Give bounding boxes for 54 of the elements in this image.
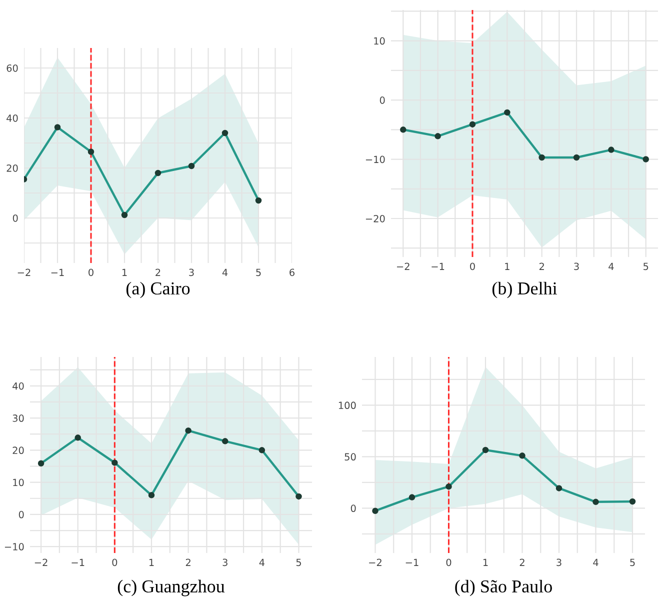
text: (b) Delhi — [492, 282, 557, 298]
x-tick-label: 2 — [156, 268, 160, 276]
x-tick-label: 1 — [483, 558, 488, 566]
x-tick-label: 4 — [222, 268, 228, 276]
x-tick-label: 6 — [290, 268, 294, 276]
text: (d) São Paulo — [455, 580, 552, 596]
x-tick-label: −2 — [397, 262, 410, 270]
x-tick-label: −1 — [432, 262, 444, 270]
y-tick-label: 20 — [6, 164, 18, 172]
x-tick-label: 0 — [88, 268, 94, 276]
x-tick-label: 2 — [539, 262, 544, 270]
y-tick-label: 0 — [18, 510, 24, 518]
x-tick-label: 0 — [446, 558, 452, 566]
y-tick-label: 0 — [12, 214, 18, 222]
y-tick-label: 10 — [13, 478, 24, 486]
x-tick-label: −2 — [18, 268, 30, 276]
y-tick-label: −20 — [366, 214, 385, 222]
y-tick-label: 40 — [6, 114, 18, 122]
x-tick-label: 5 — [644, 262, 648, 270]
y-tick-label: 0 — [380, 96, 385, 104]
y-tick-label: −10 — [4, 543, 24, 550]
x-tick-label: −2 — [34, 558, 48, 566]
x-tick-label: 3 — [222, 558, 228, 566]
x-tick-label: −1 — [72, 558, 84, 566]
y-tick-label: −10 — [366, 156, 385, 164]
y-tick-label: 100 — [338, 402, 356, 410]
x-tick-label: 1 — [149, 558, 154, 566]
x-tick-label: 2 — [520, 558, 524, 566]
x-tick-label: −1 — [406, 558, 418, 566]
y-tick-label: 30 — [12, 414, 24, 422]
x-tick-label: −2 — [369, 558, 382, 566]
x-tick-label: 0 — [112, 558, 118, 566]
x-tick-label: 4 — [593, 558, 598, 566]
y-tick-label: 20 — [12, 446, 24, 454]
x-tick-label: 3 — [574, 262, 579, 270]
x-tick-label: 5 — [630, 558, 635, 566]
x-tick-label: 4 — [259, 558, 264, 566]
x-tick-label: 3 — [189, 268, 194, 276]
text: (c) Guangzhou — [118, 580, 225, 596]
x-tick-label: 0 — [470, 262, 475, 270]
x-tick-label: 5 — [296, 558, 301, 566]
x-tick-label: 1 — [505, 262, 510, 270]
y-tick-label: 10 — [374, 37, 385, 45]
x-tick-label: −1 — [51, 268, 64, 276]
x-tick-label: 2 — [186, 558, 190, 566]
x-tick-label: 4 — [608, 262, 614, 270]
y-tick-label: 0 — [350, 504, 356, 512]
y-tick-label: 60 — [6, 64, 18, 72]
y-tick-label: 50 — [344, 453, 356, 461]
x-tick-label: 1 — [122, 268, 127, 276]
text: (a) Cairo — [126, 282, 190, 298]
x-tick-label: 5 — [256, 268, 261, 276]
x-tick-label: 3 — [556, 558, 562, 566]
y-tick-label: 40 — [12, 382, 24, 390]
